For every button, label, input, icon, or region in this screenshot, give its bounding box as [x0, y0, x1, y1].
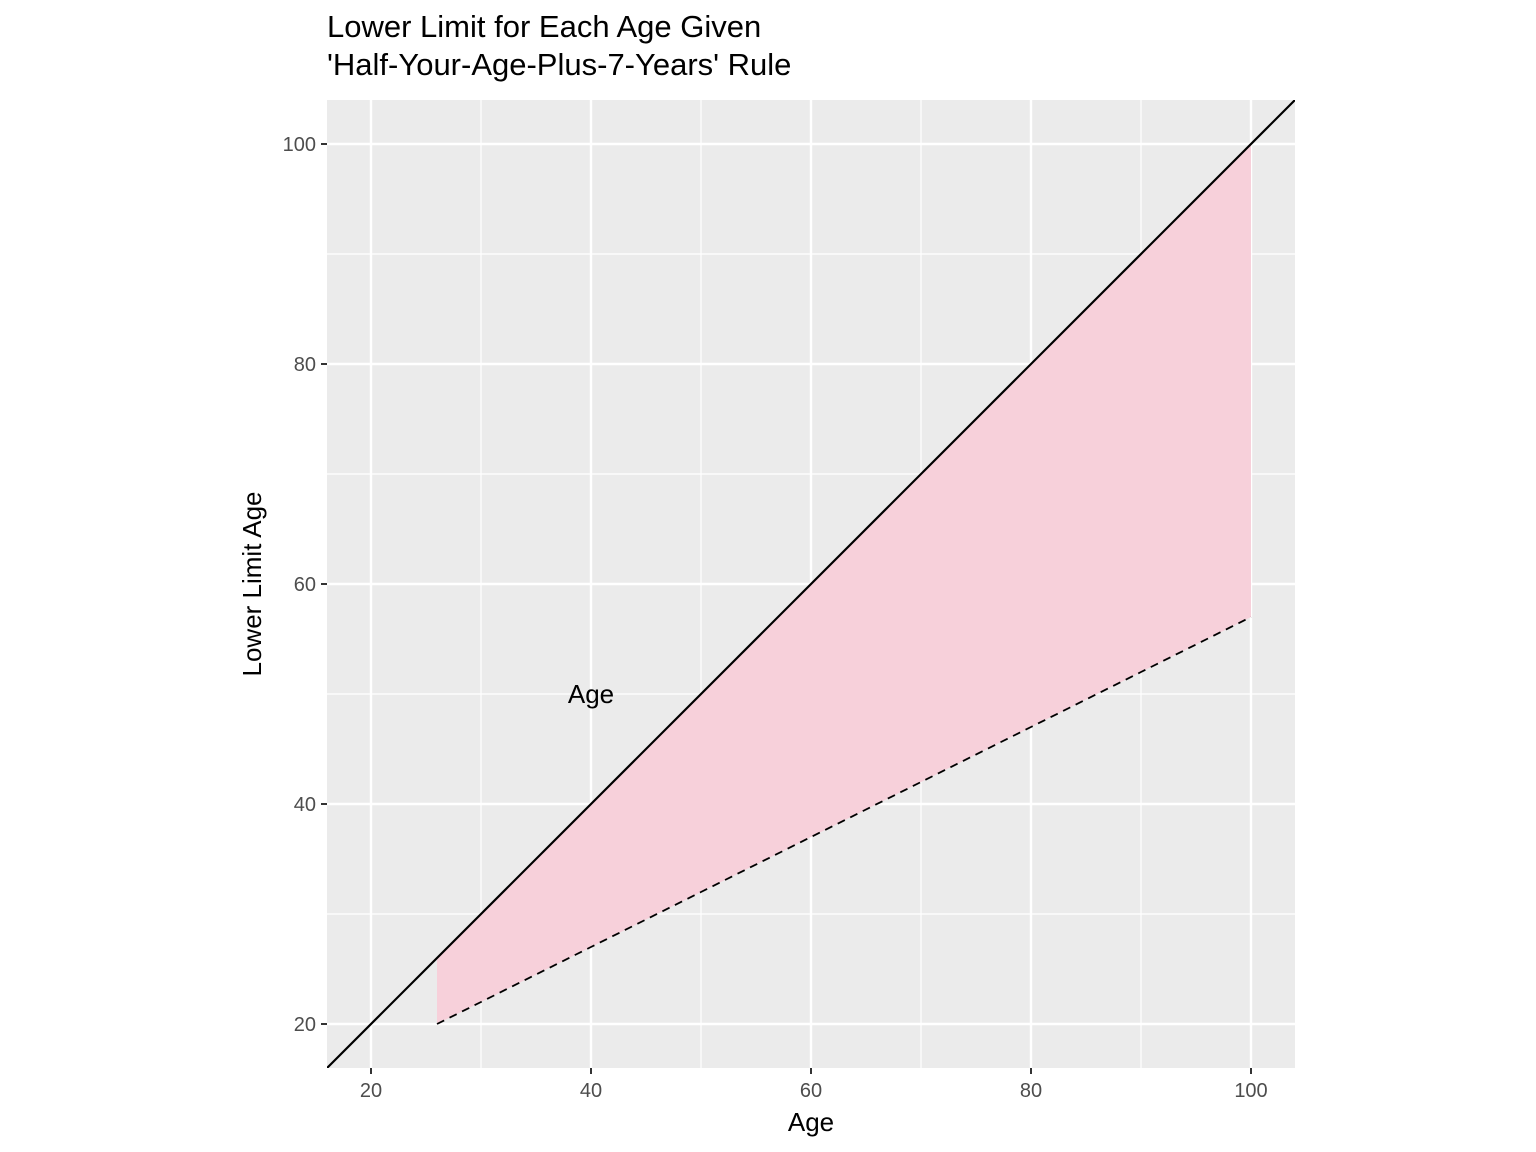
y-tick-label: 40 — [294, 794, 316, 816]
y-tick-label: 20 — [294, 1014, 316, 1036]
chart-title-line-1: Lower Limit for Each Age Given — [327, 9, 762, 44]
identity-line — [327, 100, 1295, 1068]
x-axis-title: Age — [788, 1107, 834, 1137]
series-layer — [327, 100, 1295, 1068]
x-tick-label: 100 — [1234, 1080, 1267, 1102]
x-tick-label: 40 — [580, 1080, 602, 1102]
lower-limit-dashed-line — [436, 616, 1252, 1025]
x-tick-label: 60 — [800, 1080, 822, 1102]
y-tick-label: 60 — [294, 574, 316, 596]
y-axis-title: Lower Limit Age — [237, 492, 267, 677]
annotation-label: Age — [568, 679, 614, 709]
chart-title-line-2: 'Half-Your-Age-Plus-7-Years' Rule — [327, 47, 792, 82]
y-axis: 20 40 60 80 100 — [283, 134, 327, 1036]
x-axis: 20 40 60 80 100 — [360, 1068, 1268, 1102]
shaded-ribbon — [437, 144, 1251, 1024]
y-tick-label: 80 — [294, 354, 316, 376]
annotation-layer: Age — [568, 679, 614, 709]
x-tick-label: 20 — [360, 1080, 382, 1102]
x-tick-label: 80 — [1020, 1080, 1042, 1102]
y-tick-label: 100 — [283, 134, 316, 156]
